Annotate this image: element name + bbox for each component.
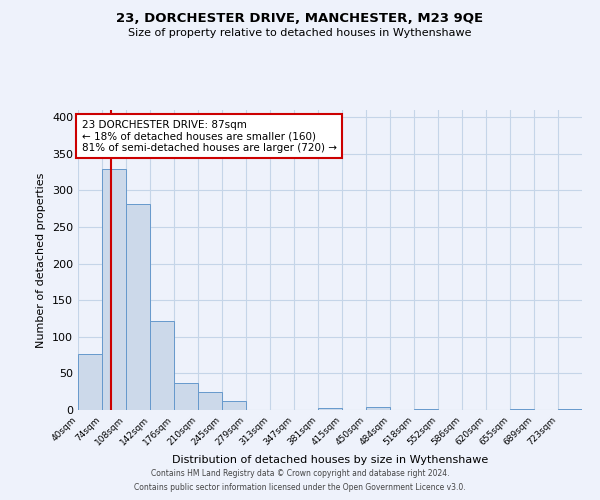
Text: Contains public sector information licensed under the Open Government Licence v3: Contains public sector information licen… bbox=[134, 484, 466, 492]
Text: 23, DORCHESTER DRIVE, MANCHESTER, M23 9QE: 23, DORCHESTER DRIVE, MANCHESTER, M23 9Q… bbox=[116, 12, 484, 26]
Bar bbox=[222, 401, 246, 410]
Bar bbox=[510, 408, 534, 410]
Bar bbox=[174, 383, 198, 410]
Y-axis label: Number of detached properties: Number of detached properties bbox=[37, 172, 46, 348]
Bar bbox=[198, 392, 222, 410]
X-axis label: Distribution of detached houses by size in Wythenshawe: Distribution of detached houses by size … bbox=[172, 456, 488, 466]
Text: Contains HM Land Registry data © Crown copyright and database right 2024.: Contains HM Land Registry data © Crown c… bbox=[151, 468, 449, 477]
Bar bbox=[126, 204, 150, 410]
Bar bbox=[414, 408, 438, 410]
Bar bbox=[318, 408, 342, 410]
Bar bbox=[150, 322, 174, 410]
Bar bbox=[78, 354, 102, 410]
Bar bbox=[102, 168, 126, 410]
Bar bbox=[366, 407, 390, 410]
Text: 23 DORCHESTER DRIVE: 87sqm
← 18% of detached houses are smaller (160)
81% of sem: 23 DORCHESTER DRIVE: 87sqm ← 18% of deta… bbox=[82, 120, 337, 153]
Text: Size of property relative to detached houses in Wythenshawe: Size of property relative to detached ho… bbox=[128, 28, 472, 38]
Bar bbox=[558, 408, 582, 410]
